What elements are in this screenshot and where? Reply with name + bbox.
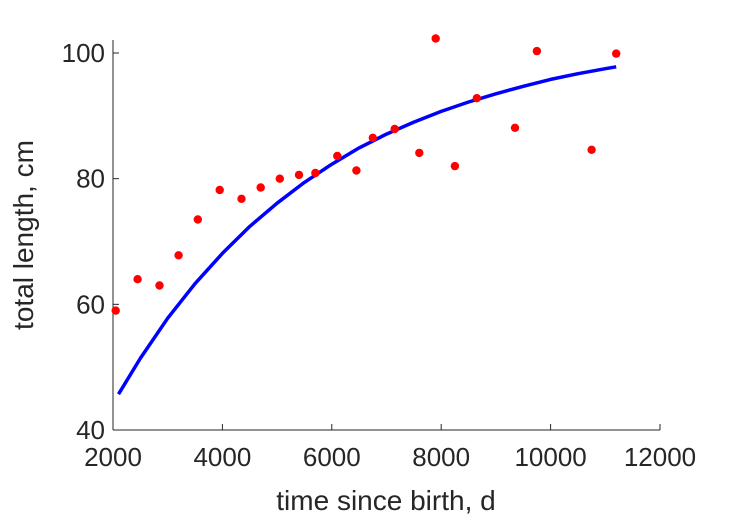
data-point — [193, 215, 202, 224]
data-point — [333, 151, 342, 161]
data-point — [532, 46, 542, 56]
data-point — [294, 170, 304, 180]
y-ticks: 40 60 80 100 — [62, 38, 119, 445]
data-point — [111, 306, 120, 315]
data-point — [368, 133, 377, 142]
axes — [112, 40, 660, 431]
data-point — [352, 166, 361, 175]
data-point — [450, 161, 460, 171]
x-tick-label: 12000 — [624, 442, 696, 472]
x-tick-label: 6000 — [303, 442, 361, 472]
data-point — [612, 49, 621, 58]
y-axis-label: total length, cm — [8, 140, 39, 330]
data-point — [174, 251, 183, 260]
data-point — [215, 185, 224, 195]
data-point — [390, 124, 399, 134]
x-tick-label: 8000 — [412, 442, 470, 472]
data-point — [155, 281, 164, 290]
data-point — [587, 145, 596, 154]
y-tick-label: 80 — [76, 164, 105, 194]
x-axis-label: time since birth, d — [276, 485, 495, 516]
x-tick-label: 4000 — [193, 442, 251, 472]
data-point — [256, 183, 265, 192]
data-point — [431, 34, 440, 43]
data-point — [415, 148, 424, 158]
data-point — [133, 275, 142, 284]
y-tick-label: 60 — [76, 289, 105, 319]
y-tick-label: 100 — [62, 38, 105, 68]
data-point — [275, 174, 284, 183]
data-point — [472, 94, 481, 103]
data-point — [311, 168, 320, 178]
fit-curve-line — [117, 65, 617, 396]
x-ticks: 2000 4000 6000 8000 10000 12000 — [84, 424, 696, 472]
data-point — [510, 123, 520, 132]
data-point — [237, 194, 246, 203]
x-tick-label: 10000 — [514, 442, 586, 472]
x-tick-label: 2000 — [84, 442, 142, 472]
plot-area — [111, 34, 621, 396]
y-tick-label: 40 — [76, 415, 105, 445]
